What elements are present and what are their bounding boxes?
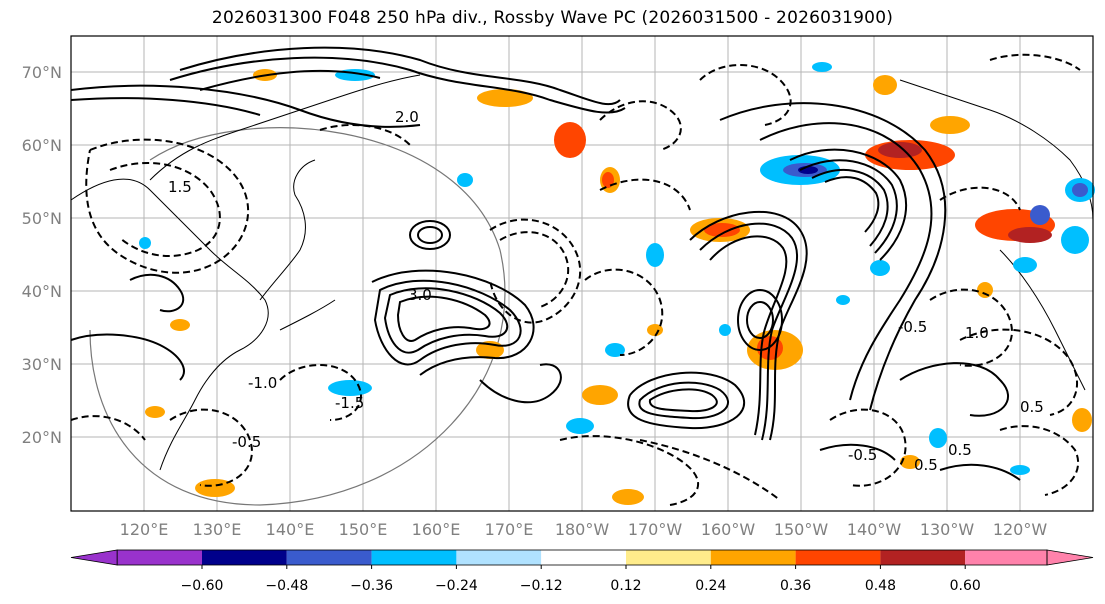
colorbar-extend-left [70,549,118,566]
colorbar-labels: −0.60 −0.48 −0.36 −0.24 −0.12 0.12 0.24 … [181,578,981,594]
colorbar-extend-right [1046,549,1094,566]
colorbar-tick-label: −0.24 [435,578,478,594]
lon-label: 140°W [847,520,902,539]
region-outline [89,127,506,506]
colorbar-ticks [201,565,966,569]
contour-label: -0.5 [898,318,927,336]
lon-label: 170°E [485,520,534,539]
colorbar-segment [710,550,796,565]
colorbar: −0.60 −0.48 −0.36 −0.24 −0.12 0.12 0.24 … [70,549,1094,594]
colorbar-segment [795,550,881,565]
figure-title: 2026031300 F048 250 hPa div., Rossby Wav… [211,8,894,28]
lat-label: 30°N [22,355,62,374]
colorbar-segment [117,550,202,565]
lon-label: 160°E [412,520,461,539]
contour-label: 1.0 [965,324,989,342]
colorbar-tick-label: 0.48 [865,578,896,594]
latitude-labels: 70°N 60°N 50°N 40°N 30°N 20°N [22,63,62,447]
contour-label: -0.5 [848,446,877,464]
contour-label: -1.5 [335,394,364,412]
colorbar-segment [965,550,1047,565]
contour-label: -0.5 [232,433,261,451]
colorbar-tick-label: −0.48 [265,578,308,594]
rossby-wave-contours [70,46,1021,481]
colorbar-segment [541,550,626,565]
colorbar-segment [880,550,966,565]
colorbar-segment [286,550,372,565]
colorbar-tick-label: −0.36 [350,578,393,594]
lat-label: 20°N [22,428,62,447]
lon-label: 170°W [628,520,683,539]
lon-label: 120°E [120,520,169,539]
colorbar-tick-label: 0.24 [695,578,726,594]
lat-label: 60°N [22,136,62,155]
rossby-wave-negative-contours [70,53,1081,506]
colorbar-tick-label: 0.12 [610,578,641,594]
colorbar-tick-label: 0.60 [950,578,981,594]
colorbar-segment [202,550,287,565]
contour-label: 0.5 [1020,398,1044,416]
contour-labels: -0.5 0.5 -0.5 0.5 0.5 -0.5 1.0 -1.0 2.0 … [168,108,1044,474]
colorbar-tick-label: 0.36 [780,578,811,594]
contour-label: 1.5 [168,178,192,196]
contour-label: 0.5 [914,456,938,474]
lon-label: 160°W [701,520,756,539]
colorbar-segments [70,549,1094,566]
lon-label: 130°W [920,520,975,539]
contour-label: 2.0 [395,108,419,126]
longitude-labels: 120°E 130°E 140°E 150°E 160°E 170°E 180°… [120,520,1048,539]
lon-label: 140°E [266,520,315,539]
lon-label: 120°W [993,520,1048,539]
lat-label: 40°N [22,282,62,301]
contour-label: -1.0 [248,374,277,392]
colorbar-segment [371,550,457,565]
lon-label: 150°W [774,520,829,539]
contour-label: 3.0 [408,286,432,304]
lon-label: 150°E [339,520,388,539]
colorbar-outline [116,549,1048,566]
lon-label: 180°W [555,520,610,539]
contour-label: 0.5 [948,441,972,459]
lon-label: 130°E [193,520,242,539]
map-frame [70,35,1094,512]
colorbar-segment [456,550,542,565]
lat-label: 50°N [22,209,62,228]
lat-label: 70°N [22,63,62,82]
colorbar-tick-label: −0.60 [181,578,224,594]
colorbar-tick-label: −0.12 [520,578,563,594]
colorbar-segment [626,550,711,565]
